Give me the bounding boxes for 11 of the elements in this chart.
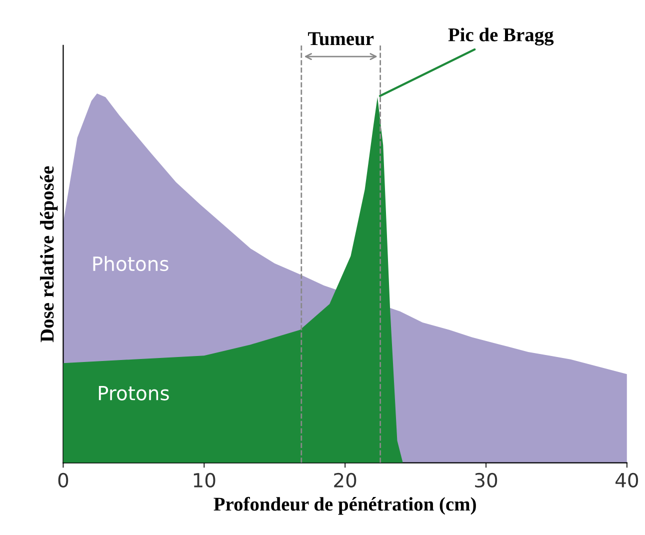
x-tick-label: 20 bbox=[334, 472, 356, 488]
x-tick-label: 30 bbox=[475, 472, 498, 488]
text: Tumeur bbox=[308, 32, 374, 46]
x-tick-label: 10 bbox=[194, 472, 216, 488]
y-axis-title: Dose relative déposée bbox=[40, 166, 58, 342]
x-tick-label: 40 bbox=[616, 472, 638, 488]
x-axis-title: Profondeur de pénétration (cm) bbox=[214, 496, 476, 515]
series-label: Protons bbox=[98, 386, 169, 400]
annotation: Pic de Bragg bbox=[448, 28, 554, 46]
series-label: Photons bbox=[93, 256, 168, 272]
x-tick-label: 0 bbox=[58, 472, 68, 488]
